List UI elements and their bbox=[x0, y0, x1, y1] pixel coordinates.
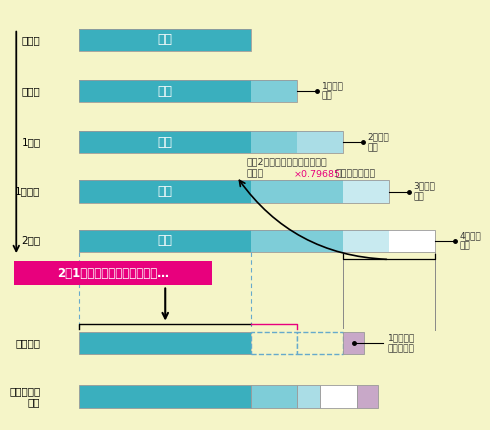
Bar bbox=[79, 131, 343, 154]
Bar bbox=[79, 230, 251, 252]
Bar bbox=[251, 230, 297, 252]
Bar bbox=[79, 230, 435, 252]
Text: 元本: 元本 bbox=[158, 185, 173, 198]
Bar bbox=[343, 332, 364, 354]
Text: 1回目の
利子: 1回目の 利子 bbox=[321, 81, 343, 101]
Bar bbox=[357, 385, 378, 408]
Bar bbox=[343, 181, 389, 203]
Bar bbox=[251, 385, 297, 408]
Text: 3回目の
利子: 3回目の 利子 bbox=[414, 182, 436, 201]
Bar bbox=[251, 332, 297, 354]
Bar bbox=[79, 332, 251, 354]
Text: 元本: 元本 bbox=[158, 234, 173, 247]
Text: 2年1ヵ月後に中途換金すると…: 2年1ヵ月後に中途換金すると… bbox=[57, 267, 169, 280]
Text: 1ヵ月分の
利子相当額: 1ヵ月分の 利子相当額 bbox=[388, 334, 415, 353]
Bar bbox=[297, 385, 320, 408]
Bar bbox=[79, 181, 389, 203]
Bar bbox=[79, 29, 251, 51]
Bar bbox=[297, 181, 343, 203]
Bar bbox=[14, 261, 213, 286]
Text: ×0.79685: ×0.79685 bbox=[294, 170, 341, 179]
Bar bbox=[251, 181, 297, 203]
Bar bbox=[297, 332, 343, 354]
Bar bbox=[343, 230, 389, 252]
Bar bbox=[79, 181, 251, 203]
Bar bbox=[79, 29, 251, 51]
Text: 1年半後: 1年半後 bbox=[15, 187, 41, 197]
Bar bbox=[79, 131, 251, 154]
Bar bbox=[251, 131, 297, 154]
Bar bbox=[251, 80, 297, 102]
Text: 4回目の
利子: 4回目の 利子 bbox=[460, 231, 481, 250]
Text: 1年後: 1年後 bbox=[22, 137, 41, 147]
Text: 元本: 元本 bbox=[158, 85, 173, 98]
Text: が差し引かれる: が差し引かれる bbox=[335, 170, 375, 179]
Text: 受取金額の
合計: 受取金額の 合計 bbox=[9, 386, 41, 407]
Text: 換金金額: 換金金額 bbox=[16, 338, 41, 348]
Bar bbox=[79, 385, 251, 408]
Bar bbox=[79, 80, 251, 102]
Text: 相当額: 相当額 bbox=[246, 170, 264, 179]
Text: 元本: 元本 bbox=[158, 136, 173, 149]
Text: 元本: 元本 bbox=[158, 34, 173, 46]
Text: 購入時: 購入時 bbox=[22, 35, 41, 45]
Text: 2回目の
利子: 2回目の 利子 bbox=[368, 133, 389, 152]
Bar bbox=[297, 131, 343, 154]
Bar bbox=[297, 230, 343, 252]
Text: 直前2回分の各利子（税引前）: 直前2回分の各利子（税引前） bbox=[246, 157, 327, 166]
Text: 2年後: 2年後 bbox=[22, 236, 41, 246]
Bar bbox=[79, 80, 297, 102]
Bar bbox=[389, 230, 435, 252]
Bar bbox=[320, 385, 357, 408]
Text: 半年後: 半年後 bbox=[22, 86, 41, 96]
